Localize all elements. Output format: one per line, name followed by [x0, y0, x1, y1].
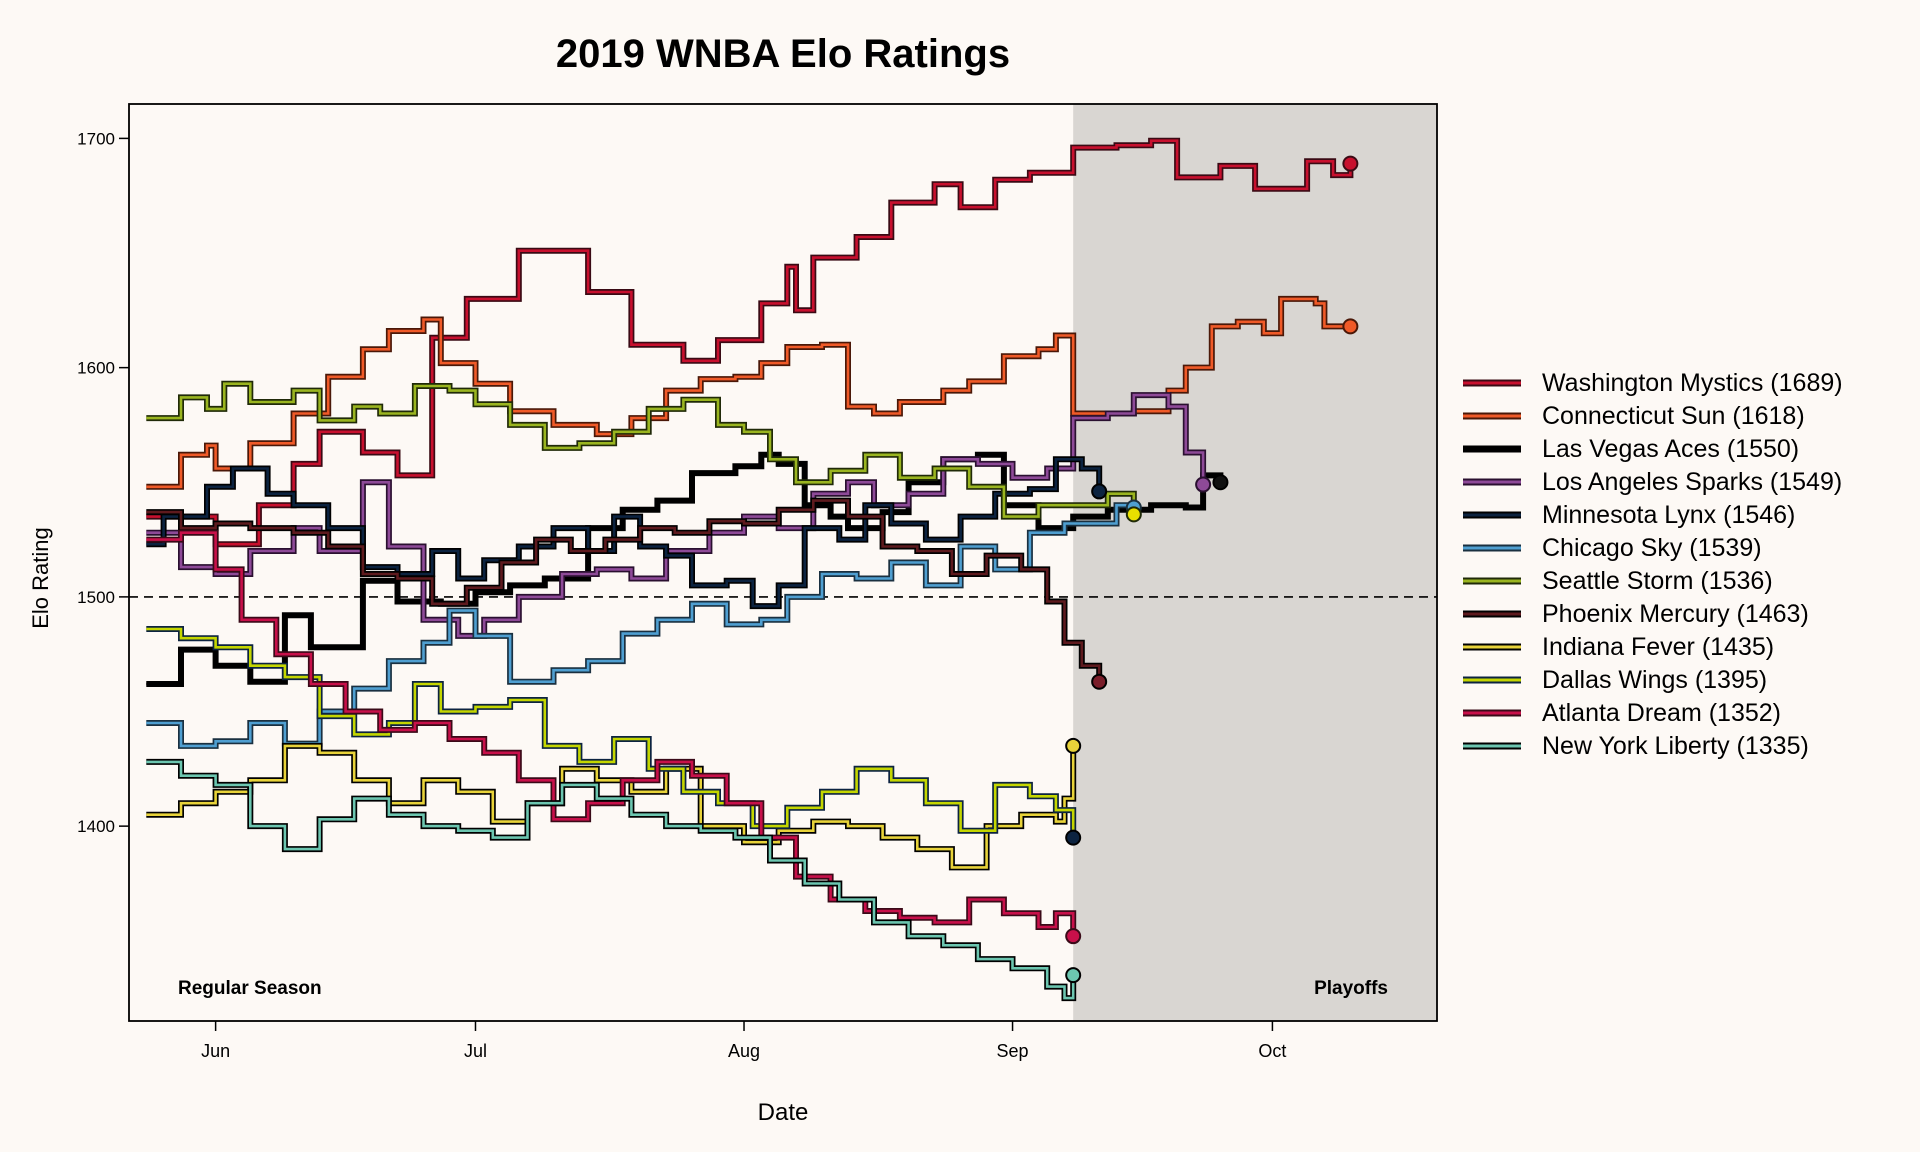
legend-label-new-york-liberty: New York Liberty (1335) [1542, 732, 1809, 760]
end-marker-connecticut-sun [1342, 318, 1359, 335]
legend: Washington Mystics (1689) Connecticut Sun… [1463, 369, 1843, 760]
series-line [146, 139, 1352, 546]
legend-label-chicago-sky: Chicago Sky (1539) [1542, 534, 1762, 562]
series-line [146, 531, 1075, 937]
legend-label-las-vegas-aces: Las Vegas Aces (1550) [1542, 435, 1799, 463]
series-minnesota-lynx [146, 456, 1103, 610]
y-tick-label: 1500 [77, 588, 115, 607]
legend-label-washington-mystics: Washington Mystics (1689) [1542, 369, 1843, 397]
legend-label-minnesota-lynx: Minnesota Lynx (1546) [1542, 501, 1795, 529]
series-line [146, 453, 1222, 686]
end-marker-atlanta-dream [1065, 928, 1082, 945]
end-marker-new-york-liberty [1065, 967, 1082, 984]
series-line [146, 382, 1136, 518]
series-line [146, 760, 1075, 1000]
x-axis-label: Date [758, 1099, 809, 1126]
series-washington-mystics [146, 137, 1354, 548]
playoff-shading [1073, 104, 1437, 1021]
end-marker-phoenix-mercury [1091, 673, 1108, 690]
plot-frame [128, 103, 1438, 1022]
series-line [146, 627, 1075, 838]
y-tick-label: 1600 [77, 359, 115, 378]
legend-label-indiana-fever: Indiana Fever (1435) [1542, 633, 1774, 661]
legend-label-los-angeles-sparks: Los Angeles Sparks (1549) [1542, 468, 1842, 496]
series-line [146, 499, 1101, 682]
series-phoenix-mercury [146, 497, 1103, 682]
end-marker-seattle-storm [1125, 506, 1142, 523]
playoffs-label: Playoffs [1314, 978, 1388, 999]
x-tick-label: Sep [997, 1041, 1029, 1061]
chart-title: 2019 WNBA Elo Ratings [556, 32, 1010, 76]
legend-label-seattle-storm: Seattle Storm (1536) [1542, 567, 1773, 595]
legend-label-connecticut-sun: Connecticut Sun (1618) [1542, 402, 1805, 430]
series-indiana-fever [146, 742, 1077, 871]
end-marker-dallas-wings [1065, 829, 1082, 846]
x-tick-label: Aug [728, 1041, 760, 1061]
legend-label-atlanta-dream: Atlanta Dream (1352) [1542, 699, 1781, 727]
series-atlanta-dream [146, 529, 1077, 937]
series-line [146, 458, 1101, 608]
series-seattle-storm [146, 380, 1137, 520]
legend-label-phoenix-mercury: Phoenix Mercury (1463) [1542, 600, 1809, 628]
legend-label-dallas-wings: Dallas Wings (1395) [1542, 666, 1767, 694]
x-tick-label: Jul [464, 1041, 487, 1061]
x-tick-label: Jun [201, 1041, 230, 1061]
end-marker-washington-mystics [1342, 155, 1359, 172]
series-line [146, 297, 1351, 489]
y-tick-label: 1700 [77, 129, 115, 148]
y-axis-label: Elo Rating [28, 527, 53, 629]
series-line [146, 744, 1075, 869]
series-new-york-liberty [146, 758, 1077, 1002]
series-dallas-wings [146, 626, 1077, 838]
end-marker-las-vegas-aces [1212, 474, 1229, 491]
end-marker-minnesota-lynx [1091, 483, 1108, 500]
regular-season-label: Regular Season [178, 978, 322, 999]
x-tick-label: Oct [1258, 1041, 1286, 1061]
end-marker-los-angeles-sparks [1195, 476, 1212, 493]
series-las-vegas-aces [146, 451, 1224, 687]
end-marker-indiana-fever [1065, 737, 1082, 754]
series-connecticut-sun [146, 295, 1351, 490]
y-tick-label: 1400 [77, 817, 115, 836]
